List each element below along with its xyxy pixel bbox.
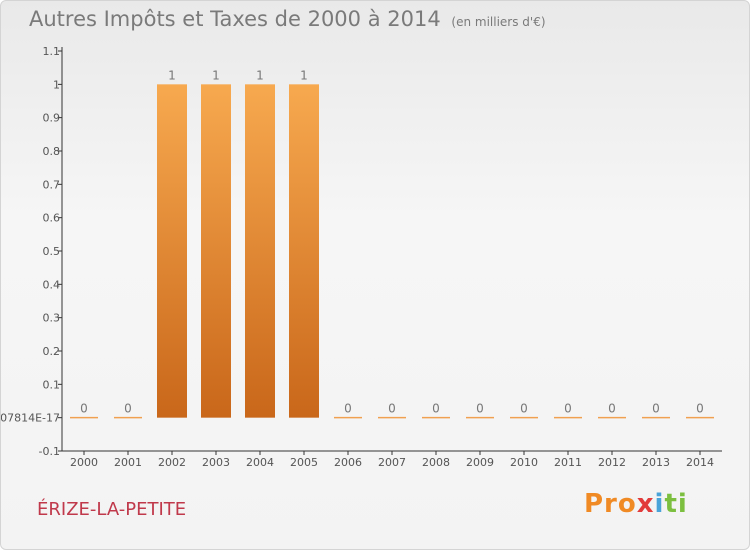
data-label-2010: 0 xyxy=(520,402,528,416)
y-tick-label: 0.6 xyxy=(43,212,61,225)
x-tick-label: 2006 xyxy=(334,456,362,469)
bar-2002 xyxy=(157,84,187,418)
y-tick-label: 0.1 xyxy=(43,378,61,391)
data-label-2006: 0 xyxy=(344,402,352,416)
data-label-2007: 0 xyxy=(388,402,396,416)
chart-title-text: Autres Impôts et Taxes de 2000 à 2014 xyxy=(29,7,441,31)
data-label-2001: 0 xyxy=(124,402,132,416)
x-tick-label: 2005 xyxy=(290,456,318,469)
x-tick-label: 2010 xyxy=(510,456,538,469)
data-label-2013: 0 xyxy=(652,402,660,416)
data-label-2014: 0 xyxy=(696,402,704,416)
data-label-2004: 1 xyxy=(256,68,264,82)
data-label-2008: 0 xyxy=(432,402,440,416)
data-label-2005: 1 xyxy=(300,68,308,82)
logo-part-1: Pro xyxy=(584,489,637,519)
y-tick-label: 1 xyxy=(53,78,60,91)
commune-name: ÉRIZE-LA-PETITE xyxy=(37,499,187,520)
y-tick-label: 1.1 xyxy=(43,45,61,58)
chart-subtitle: (en milliers d'€) xyxy=(451,15,546,29)
data-label-2002: 1 xyxy=(168,68,176,82)
data-label-2000: 0 xyxy=(80,402,88,416)
x-tick-label: 2002 xyxy=(158,456,186,469)
x-tick-label: 2014 xyxy=(686,456,714,469)
x-tick-label: 2011 xyxy=(554,456,582,469)
y-tick-label: -1.3877787807814E-17 xyxy=(1,412,60,425)
proxiti-logo: Proxiti xyxy=(584,489,688,519)
x-tick-label: 2001 xyxy=(114,456,142,469)
x-tick-label: 2000 xyxy=(70,456,98,469)
y-tick-label: 0.7 xyxy=(43,178,61,191)
y-tick-label: 0.8 xyxy=(43,145,61,158)
data-label-2011: 0 xyxy=(564,402,572,416)
y-tick-label: 0.5 xyxy=(43,245,61,258)
bar-2004 xyxy=(245,84,275,418)
y-tick-label: 0.2 xyxy=(43,345,61,358)
logo-part-2: x xyxy=(636,489,655,519)
x-tick-label: 2008 xyxy=(422,456,450,469)
y-tick-label: 0.9 xyxy=(43,112,61,125)
x-tick-label: 2004 xyxy=(246,456,274,469)
x-tick-label: 2013 xyxy=(642,456,670,469)
y-tick-label: 0.4 xyxy=(43,278,61,291)
x-tick-label: 2003 xyxy=(202,456,230,469)
x-tick-label: 2007 xyxy=(378,456,406,469)
bar-2005 xyxy=(289,84,319,418)
x-tick-label: 2009 xyxy=(466,456,494,469)
chart-title: Autres Impôts et Taxes de 2000 à 2014 (e… xyxy=(29,7,546,31)
x-tick-label: 2012 xyxy=(598,456,626,469)
data-label-2009: 0 xyxy=(476,402,484,416)
y-tick-label: 0.3 xyxy=(43,312,61,325)
data-label-2003: 1 xyxy=(212,68,220,82)
logo-part-3: i xyxy=(654,489,665,519)
y-tick-label: -0.1 xyxy=(39,445,60,458)
logo-part-4: ti xyxy=(664,489,688,519)
data-label-2012: 0 xyxy=(608,402,616,416)
bar-2003 xyxy=(201,84,231,418)
